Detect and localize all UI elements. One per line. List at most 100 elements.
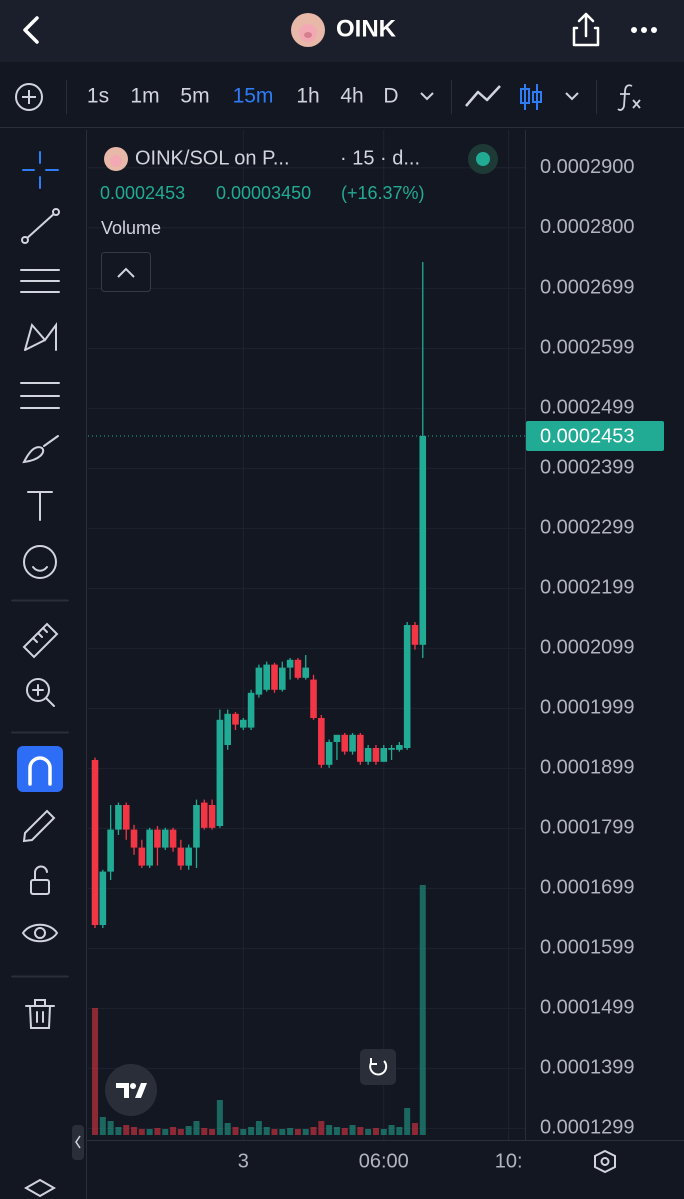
y-tick-label: 0.0001699 [540, 877, 635, 899]
tradingview-logo [105, 1064, 157, 1116]
plot-area [86, 130, 525, 1140]
candle-body [333, 734, 341, 742]
more-dot [651, 27, 657, 33]
collapse-legend-button[interactable] [101, 252, 151, 292]
volume-bar [240, 1129, 247, 1135]
volume-bar [263, 1127, 270, 1135]
interval-dropdown[interactable] [420, 92, 434, 101]
candle-icon-body [520, 88, 530, 104]
interval-option[interactable]: 1m [130, 85, 159, 108]
market-status-dot [476, 152, 490, 166]
emoji-tool[interactable] [23, 545, 57, 579]
volume-bar [396, 1127, 403, 1135]
trendline-tool[interactable] [24, 211, 57, 241]
reset-view-glyph [369, 1058, 388, 1076]
legend-avatar-face [110, 155, 122, 167]
layers-button[interactable] [23, 1178, 57, 1198]
volume-bar [279, 1129, 286, 1135]
y-tick-label: 0.0001899 [540, 757, 635, 779]
candle-body [294, 659, 302, 678]
interval-option[interactable]: 5m [180, 85, 209, 108]
volume-bar [365, 1129, 372, 1135]
candle-body [372, 748, 380, 762]
sidebar-collapse[interactable] [72, 1125, 84, 1160]
legend-interval: · 15 · d... [340, 147, 420, 169]
interval-option[interactable]: D [383, 85, 398, 108]
candle-body [161, 829, 169, 848]
unlock-tool[interactable] [30, 879, 50, 895]
volume-bar [310, 1127, 317, 1135]
candle-body [302, 667, 310, 678]
volume-bar [326, 1125, 333, 1135]
y-tick-label: 0.0002900 [540, 156, 635, 178]
candle-body [232, 713, 239, 725]
candle-body [255, 667, 263, 695]
zoom-glyph [32, 684, 55, 707]
indicators-button[interactable] [617, 84, 641, 111]
candle-body [419, 436, 427, 645]
candle-body [169, 829, 177, 848]
candle-body [115, 805, 122, 830]
magnet-tool-active[interactable] [17, 746, 63, 792]
volume-bar [333, 1127, 340, 1135]
candle-body [279, 667, 286, 690]
brush-tool[interactable] [22, 435, 59, 464]
candle-body [341, 734, 349, 752]
text-tool[interactable] [27, 491, 53, 521]
candle-body [380, 748, 388, 762]
y-tick-label: 0.0002499 [540, 397, 635, 419]
visibility-pupil [34, 927, 46, 939]
volume-bar [115, 1127, 122, 1135]
volume-bar [162, 1129, 169, 1135]
y-tick-label: 0.0001599 [540, 937, 635, 959]
unlock-shackle [34, 865, 48, 881]
crosshair-tool[interactable] [22, 151, 59, 189]
y-tick-label: 0.0002099 [540, 637, 635, 659]
pattern-tool[interactable] [24, 321, 57, 351]
tool-handle [21, 236, 29, 244]
add-indicator-button[interactable] [15, 83, 43, 111]
volume-bars [92, 885, 426, 1135]
volume-bar [209, 1129, 216, 1135]
share-button[interactable] [572, 12, 600, 47]
interval-list: 1s 1m 5m 15m 1h 4h D [87, 85, 399, 108]
delete-tool[interactable] [25, 999, 55, 1029]
interval-option[interactable]: 4h [340, 85, 363, 108]
legend-change-percent: (+16.37%) [341, 183, 425, 203]
chart-settings-glyph [600, 1157, 610, 1166]
interval-option[interactable]: 15m [233, 85, 274, 108]
axes: 0.0002900 0.0002800 0.0002699 0.0002599 0.00… [88, 156, 664, 1172]
y-tick-label: 0.0001399 [540, 1057, 635, 1079]
last-price-label: 0.0002453 [540, 425, 635, 447]
chart-settings-button[interactable] [594, 1149, 616, 1174]
projection-tool[interactable] [20, 382, 60, 409]
candle-body [364, 748, 372, 762]
interval-option[interactable]: 1h [296, 85, 319, 108]
y-tick-label: 0.0002699 [540, 277, 635, 299]
visibility-tool[interactable] [21, 923, 59, 943]
add-circle [15, 83, 43, 111]
volume-bar [380, 1129, 387, 1135]
volume-bar [99, 1117, 106, 1135]
back-button[interactable] [23, 16, 39, 44]
lock-drawing-tool[interactable] [22, 809, 56, 843]
share-icon-arrow [577, 12, 595, 38]
line-chart-button[interactable] [465, 85, 501, 107]
candle-body [411, 625, 419, 645]
token-avatar-snout [304, 32, 312, 38]
zoom-tool[interactable] [26, 678, 50, 702]
reset-view-button[interactable] [360, 1049, 396, 1085]
volume-bar [388, 1125, 395, 1135]
volume-bar [341, 1128, 348, 1135]
more-button[interactable] [631, 27, 657, 33]
chart-type-dropdown[interactable] [565, 92, 579, 101]
volume-bar [248, 1127, 255, 1135]
x-tick-label: 10: [495, 1150, 523, 1172]
volume-bar [131, 1127, 138, 1135]
interval-option[interactable]: 1s [87, 85, 109, 108]
candle-chart-button[interactable] [520, 84, 542, 110]
ruler-tool[interactable] [22, 622, 59, 659]
fib-tool[interactable] [20, 269, 60, 293]
volume-bar [216, 1100, 223, 1135]
